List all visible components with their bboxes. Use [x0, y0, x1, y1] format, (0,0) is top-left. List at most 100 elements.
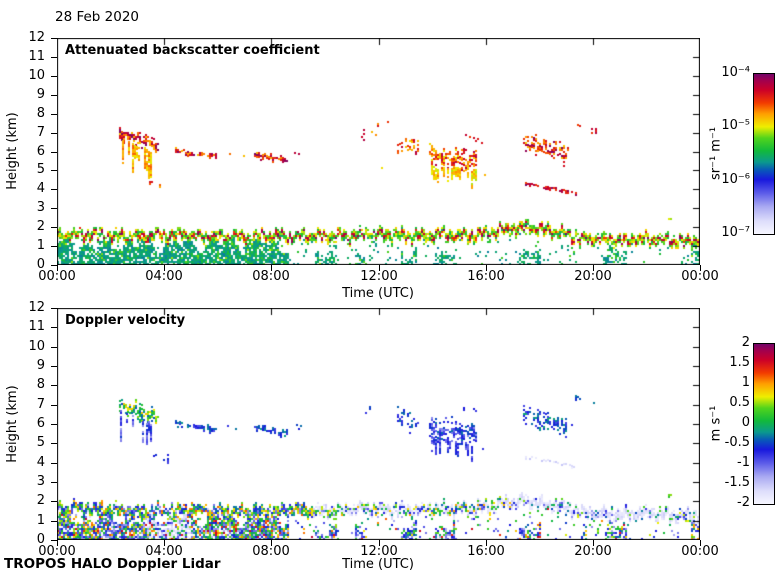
colorbar-tick-label: 10⁻⁶ — [721, 171, 750, 187]
y-tick-mark — [51, 76, 57, 77]
y-tick-mark — [51, 424, 57, 425]
x-tick-mark — [271, 540, 272, 546]
y-tick-mark — [51, 501, 57, 502]
x-axis-label-top: Time (UTC) — [342, 286, 414, 301]
x-axis-label-bottom: Time (UTC) — [342, 557, 414, 572]
heatmap-canvas-velocity — [57, 308, 700, 540]
y-tick-label: 0 — [36, 532, 45, 547]
y-tick-mark — [51, 170, 57, 171]
y-tick-mark — [51, 152, 57, 153]
x-tick-mark — [486, 265, 487, 271]
x-tick-label: 16:00 — [467, 269, 505, 284]
y-tick-mark — [51, 540, 57, 541]
x-tick-mark — [379, 265, 380, 271]
y-tick-mark — [51, 246, 57, 247]
x-tick-label: 00:00 — [38, 269, 76, 284]
x-tick-label: 00:00 — [681, 544, 719, 559]
x-tick-label: 12:00 — [360, 544, 398, 559]
colorbar-tick-label: 0.5 — [729, 395, 750, 410]
x-tick-label: 04:00 — [145, 544, 183, 559]
y-tick-label: 11 — [28, 49, 45, 64]
y-tick-label: 9 — [36, 87, 45, 102]
colorbar-tick-label: 1 — [741, 375, 750, 390]
colorbar-tick-label: -1 — [737, 455, 750, 470]
colorbar-tick-label: -2 — [737, 495, 750, 510]
y-tick-mark — [51, 463, 57, 464]
panel-backscatter — [57, 38, 700, 265]
y-tick-label: 5 — [36, 435, 45, 450]
colorbar-velocity — [753, 343, 775, 505]
y-tick-mark — [51, 366, 57, 367]
x-tick-label: 08:00 — [252, 544, 290, 559]
x-tick-mark — [379, 540, 380, 546]
y-tick-mark — [51, 133, 57, 134]
x-tick-mark — [593, 265, 594, 271]
y-tick-mark — [51, 265, 57, 266]
colorbar-tick-label: -0.5 — [724, 435, 750, 450]
x-tick-mark — [486, 540, 487, 546]
x-tick-mark — [57, 540, 58, 546]
y-tick-mark — [51, 327, 57, 328]
y-tick-mark — [51, 227, 57, 228]
y-tick-mark — [51, 405, 57, 406]
y-tick-label: 12 — [28, 30, 45, 45]
y-tick-mark — [51, 208, 57, 209]
y-tick-mark — [51, 308, 57, 309]
x-tick-label: 20:00 — [574, 544, 612, 559]
y-tick-label: 0 — [36, 257, 45, 272]
y-tick-label: 7 — [36, 397, 45, 412]
panel-title-backscatter: Attenuated backscatter coefficient — [65, 43, 320, 58]
x-tick-mark — [164, 265, 165, 271]
y-tick-mark — [51, 189, 57, 190]
x-tick-mark — [593, 540, 594, 546]
panel-title-velocity: Doppler velocity — [65, 313, 186, 328]
x-tick-label: 04:00 — [145, 269, 183, 284]
x-tick-mark — [700, 540, 701, 546]
colorbar-tick-label: 1.5 — [729, 355, 750, 370]
y-tick-mark — [51, 521, 57, 522]
y-tick-label: 1 — [36, 513, 45, 528]
y-tick-label: 6 — [36, 144, 45, 159]
y-tick-label: 5 — [36, 162, 45, 177]
x-tick-mark — [57, 265, 58, 271]
colorbar-tick-label: 10⁻⁴ — [721, 65, 750, 80]
x-tick-mark — [700, 265, 701, 271]
x-tick-mark — [271, 265, 272, 271]
colorbar-tick-label: 10⁻⁷ — [721, 225, 750, 240]
y-tick-label: 10 — [28, 339, 45, 354]
y-tick-label: 9 — [36, 358, 45, 373]
colorbar-tick-label: 0 — [741, 415, 750, 430]
colorbar-tick-label: 2 — [741, 335, 750, 350]
panel-velocity — [57, 308, 700, 540]
y-tick-mark — [51, 482, 57, 483]
x-tick-label: 16:00 — [467, 544, 505, 559]
x-tick-label: 12:00 — [360, 269, 398, 284]
heatmap-canvas-backscatter — [57, 38, 700, 265]
y-tick-label: 2 — [36, 493, 45, 508]
y-tick-label: 12 — [28, 300, 45, 315]
colorbar-backscatter — [753, 73, 775, 235]
y-tick-label: 10 — [28, 68, 45, 83]
x-tick-label: 00:00 — [38, 544, 76, 559]
y-tick-mark — [51, 385, 57, 386]
x-tick-label: 20:00 — [574, 269, 612, 284]
colorbar-tick-label: 10⁻⁵ — [721, 118, 750, 134]
y-tick-label: 3 — [36, 474, 45, 489]
y-tick-label: 7 — [36, 125, 45, 140]
x-tick-label: 00:00 — [681, 269, 719, 284]
y-tick-label: 11 — [28, 319, 45, 334]
colorbar-unit-backscatter: sr⁻¹ m⁻¹ — [708, 126, 724, 181]
y-tick-label: 6 — [36, 416, 45, 431]
colorbar-unit-velocity: m s⁻¹ — [708, 405, 724, 442]
y-tick-mark — [51, 38, 57, 39]
y-tick-mark — [51, 443, 57, 444]
x-tick-label: 08:00 — [252, 269, 290, 284]
y-tick-mark — [51, 95, 57, 96]
x-tick-mark — [164, 540, 165, 546]
y-tick-label: 8 — [36, 377, 45, 392]
colorbar-tick-label: -1.5 — [724, 475, 750, 490]
y-tick-label: 1 — [36, 238, 45, 253]
y-tick-mark — [51, 57, 57, 58]
date-label: 28 Feb 2020 — [55, 9, 140, 25]
